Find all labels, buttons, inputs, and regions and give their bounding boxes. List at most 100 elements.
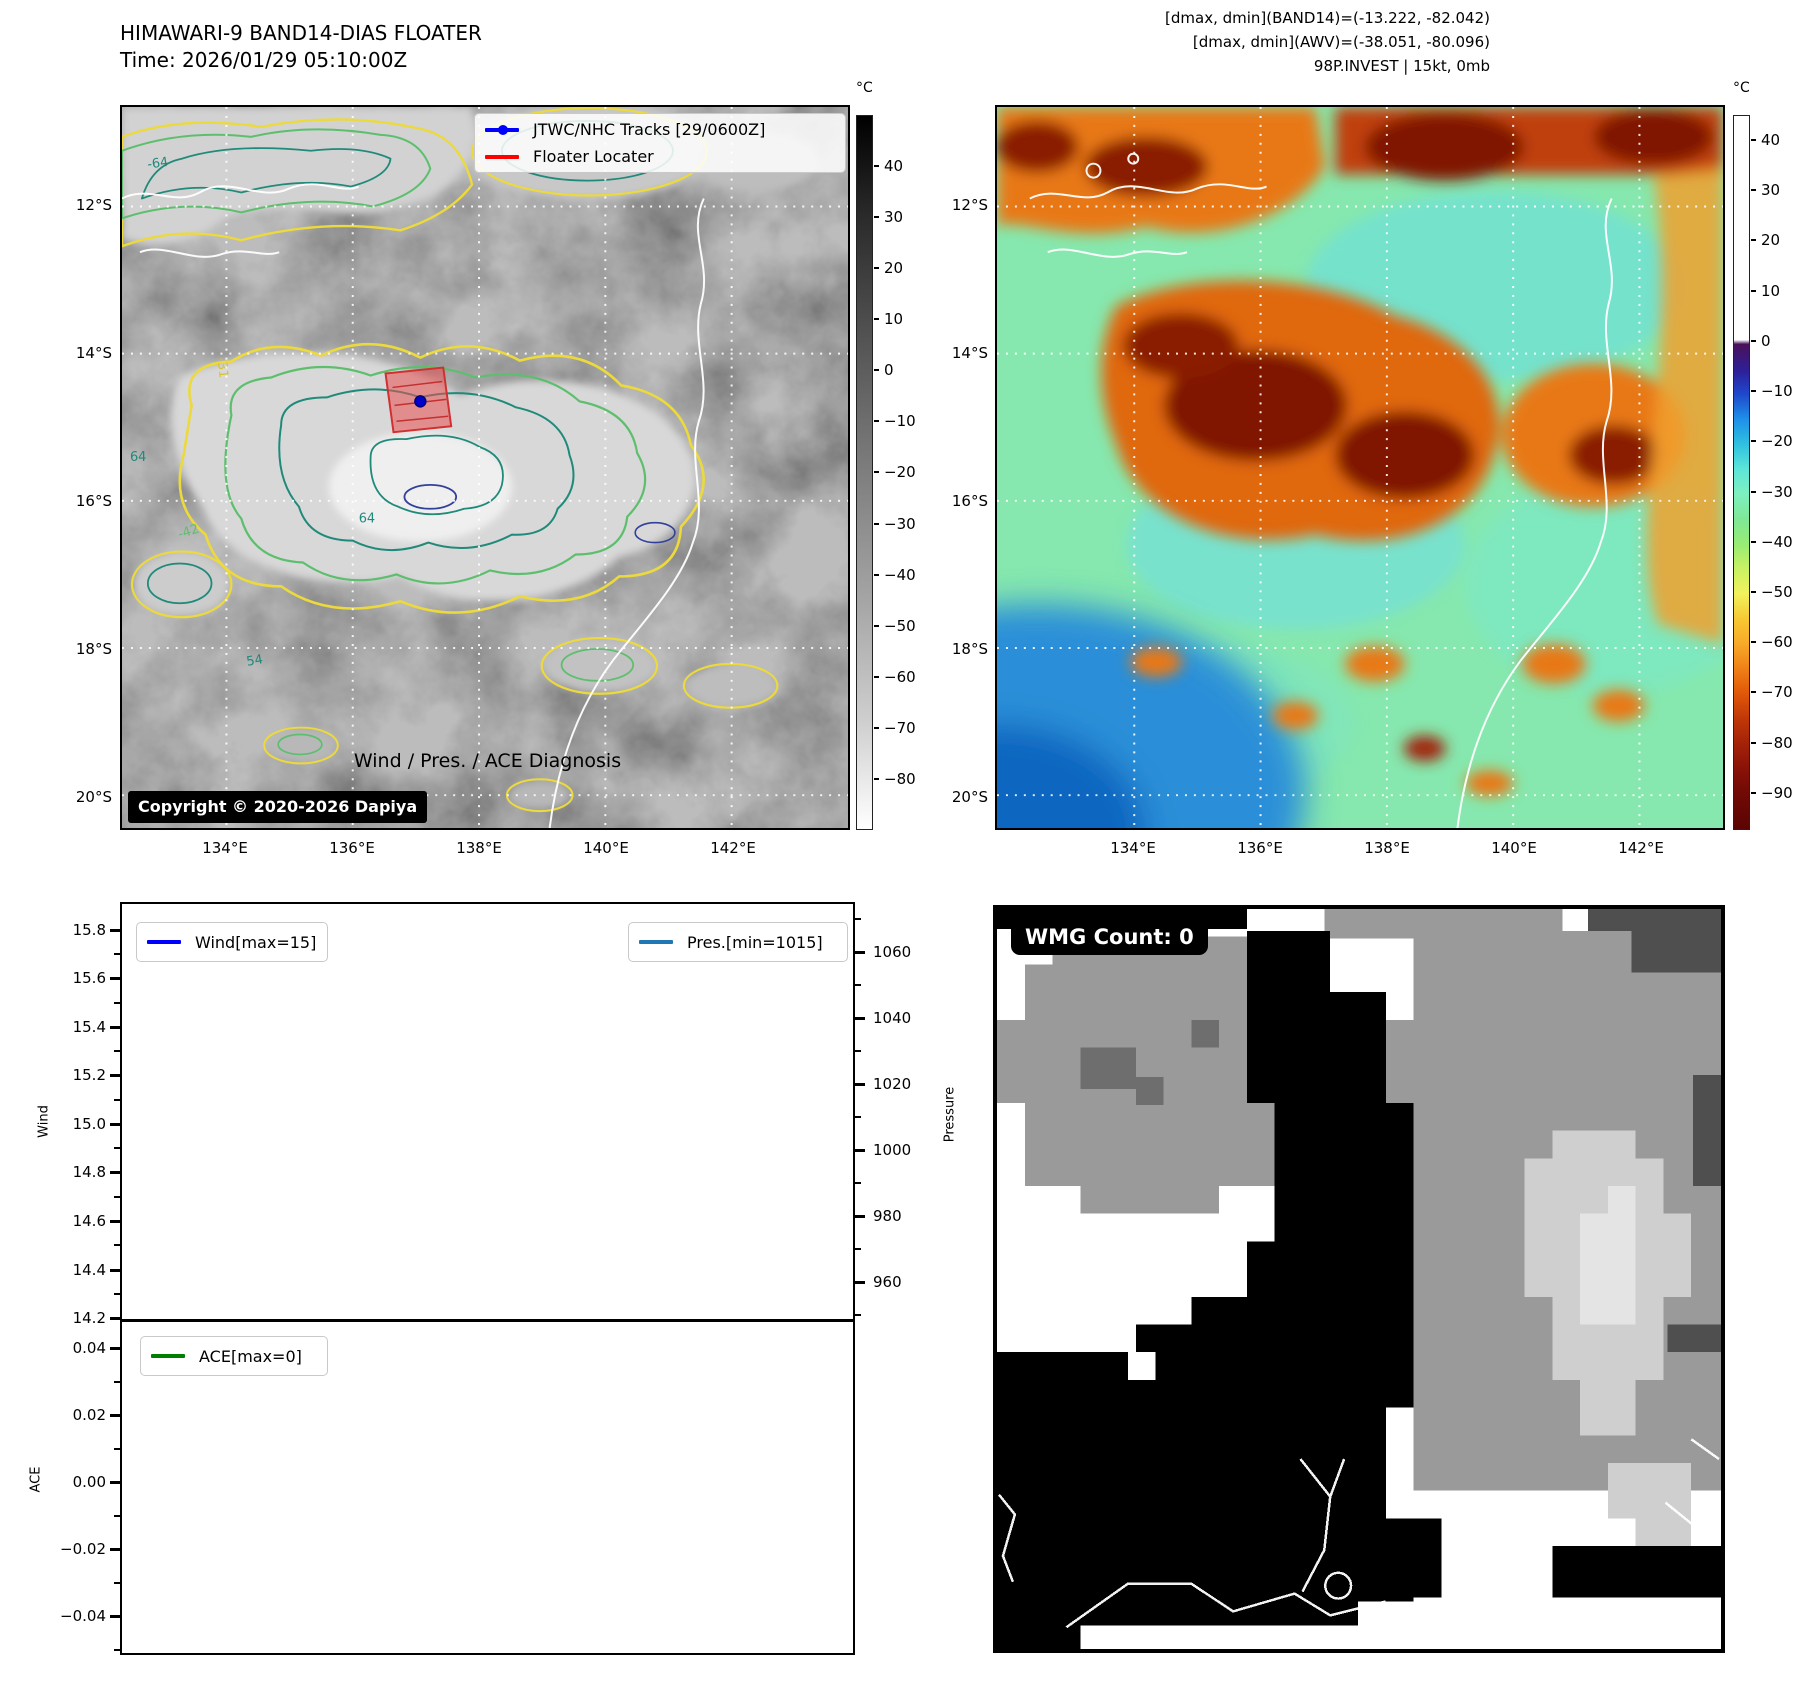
awv-lon-136e: 136°E — [1237, 839, 1283, 857]
band14-satellite-map: -64 64 -31 -42 54 64 — [120, 105, 850, 830]
wmg-classification-map: WMG Count: 0 — [993, 905, 1725, 1653]
band14-cb-tick: 0 — [884, 361, 894, 379]
awv-satellite-map — [995, 105, 1725, 830]
wind-tick: 15.8 — [72, 921, 106, 939]
dark-gray-patches — [1588, 909, 1721, 1353]
svg-text:-31: -31 — [213, 356, 230, 379]
awv-lat-14s: 14°S — [951, 344, 988, 362]
band14-cb-tick: 30 — [884, 208, 904, 226]
band14-cb-tick: −70 — [884, 719, 916, 737]
mid-dark-spots — [1080, 1019, 1220, 1105]
coastline — [1029, 152, 1613, 828]
wind-tick: 15.4 — [72, 1018, 106, 1036]
band14-title: HIMAWARI-9 BAND14-DIAS FLOATER — [120, 21, 482, 45]
awv-cb-tick: −70 — [1761, 683, 1793, 701]
wind-tick: 14.8 — [72, 1163, 106, 1181]
contour-value-labels: -64 64 -31 -42 54 64 — [130, 155, 375, 670]
band14-cb-tick: 10 — [884, 310, 904, 328]
floater-legend-line — [485, 154, 519, 159]
wmg-pixel-image — [997, 909, 1721, 1649]
band14-cb-tick: −50 — [884, 617, 916, 635]
awv-lat-18s: 18°S — [951, 640, 988, 658]
wind-legend: Wind[max=15] — [136, 922, 328, 962]
ace-plot — [120, 1322, 855, 1655]
wind-tick: 15.0 — [72, 1115, 106, 1133]
awv-annotations: [dmax, dmin](BAND14)=(-13.222, -82.042) … — [1050, 6, 1490, 78]
band14-satellite-image: -64 64 -31 -42 54 64 — [122, 107, 848, 828]
awv-lat-20s: 20°S — [951, 788, 988, 806]
ace-tick: 0.02 — [72, 1406, 106, 1424]
map-gridlines — [122, 107, 848, 828]
wind-tick: 14.6 — [72, 1212, 106, 1230]
svg-text:-42: -42 — [176, 522, 201, 543]
ace-tick: −0.02 — [60, 1540, 106, 1558]
wind-legend-label: Wind[max=15] — [195, 932, 317, 952]
pressure-legend-label: Pres.[min=1015] — [687, 932, 823, 952]
band14-lon-138e: 138°E — [456, 839, 502, 857]
convection-blobs — [997, 107, 1723, 797]
band14-lon-136e: 136°E — [329, 839, 375, 857]
pressure-legend-line — [639, 940, 673, 944]
band14-time-label: Time: 2026/01/29 05:10:00Z — [120, 48, 408, 72]
awv-colorbar-unit: °C — [1733, 80, 1750, 96]
wind-legend-line — [147, 940, 181, 944]
ace-axis-label: ACE — [28, 1466, 44, 1493]
awv-lon-142e: 142°E — [1618, 839, 1664, 857]
band14-lat-16s: 16°S — [75, 492, 112, 510]
awv-lat-12s: 12°S — [951, 196, 988, 214]
wind-tick: 15.2 — [72, 1066, 106, 1084]
track-dot-icon — [498, 124, 508, 135]
band14-cb-tick: −30 — [884, 515, 916, 533]
bottom-white-strip — [1080, 1597, 1721, 1649]
cloud-masses — [122, 107, 819, 810]
band14-lon-142e: 142°E — [710, 839, 756, 857]
tracks-legend-label: JTWC/NHC Tracks [29/0600Z] — [533, 120, 766, 139]
band14-cb-tick: −80 — [884, 770, 916, 788]
annotation-invest-status: 98P.INVEST | 15kt, 0mb — [1313, 57, 1490, 75]
band14-cb-tick: −20 — [884, 463, 916, 481]
wind-tick: 15.6 — [72, 969, 106, 987]
svg-text:64: 64 — [359, 512, 375, 527]
ace-tick: 0.04 — [72, 1339, 106, 1357]
awv-satellite-image — [997, 107, 1723, 828]
ace-legend: ACE[max=0] — [140, 1336, 328, 1376]
band14-lon-140e: 140°E — [583, 839, 629, 857]
awv-lon-134e: 134°E — [1110, 839, 1156, 857]
awv-cb-tick: −40 — [1761, 533, 1793, 551]
band14-lon-134e: 134°E — [202, 839, 248, 857]
awv-colorbar — [1733, 115, 1750, 830]
svg-text:64: 64 — [130, 450, 146, 465]
awv-cb-tick: 10 — [1761, 282, 1781, 300]
awv-cb-tick: −20 — [1761, 432, 1793, 450]
ace-legend-line — [151, 1354, 185, 1358]
track-point — [414, 395, 427, 408]
awv-cb-tick: −50 — [1761, 583, 1793, 601]
awv-cb-tick: −10 — [1761, 382, 1793, 400]
ace-legend-label: ACE[max=0] — [199, 1346, 302, 1366]
pressure-tick: 1020 — [873, 1075, 912, 1093]
band14-map-legend: JTWC/NHC Tracks [29/0600Z] Floater Locat… — [474, 113, 846, 173]
pressure-tick: 1060 — [873, 943, 912, 961]
awv-cb-tick: −80 — [1761, 734, 1793, 752]
band14-lat-14s: 14°S — [75, 344, 112, 362]
svg-text:-64: -64 — [146, 155, 169, 173]
awv-cb-tick: −30 — [1761, 483, 1793, 501]
band14-cb-tick: −40 — [884, 566, 916, 584]
band14-colorbar — [856, 115, 873, 830]
ace-tick: −0.04 — [60, 1607, 106, 1625]
pressure-tick: 1000 — [873, 1141, 912, 1159]
map-gridlines — [997, 107, 1723, 828]
awv-cb-tick: 0 — [1761, 332, 1771, 350]
awv-lon-138e: 138°E — [1364, 839, 1410, 857]
band14-lat-20s: 20°S — [75, 788, 112, 806]
ace-tick: 0.00 — [72, 1473, 106, 1491]
coastline — [122, 183, 706, 828]
wind-pressure-plot — [120, 902, 855, 1322]
awv-cb-tick: 30 — [1761, 181, 1781, 199]
copyright-badge: Copyright © 2020-2026 Dapiya — [128, 791, 428, 823]
band14-cb-tick: −10 — [884, 412, 916, 430]
tracks-legend-line — [485, 124, 519, 135]
awv-lat-16s: 16°S — [951, 492, 988, 510]
wind-tick: 14.4 — [72, 1261, 106, 1279]
